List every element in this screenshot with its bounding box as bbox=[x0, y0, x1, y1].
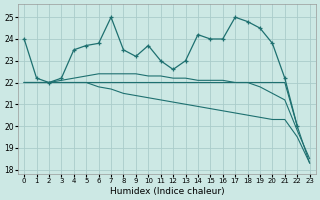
X-axis label: Humidex (Indice chaleur): Humidex (Indice chaleur) bbox=[109, 187, 224, 196]
